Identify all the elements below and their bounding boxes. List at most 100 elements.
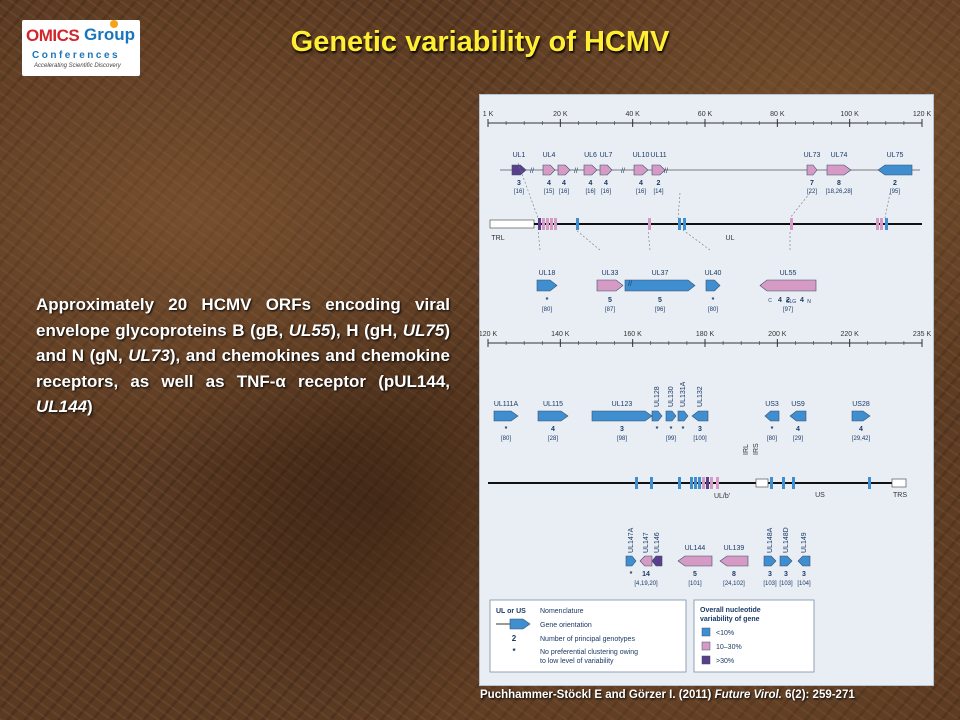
ul55-sub: C: [768, 298, 772, 304]
lower-gene-arrow: [493, 410, 519, 422]
bottom-axis-tick-label: 235 K: [913, 331, 932, 338]
lower-gene-count: 4: [796, 426, 800, 433]
bottom-gene-name: UL149: [801, 532, 808, 553]
lower-gene-name: UL115: [543, 401, 563, 408]
ul55-sub: N: [807, 299, 811, 305]
top-gene-arrow: [583, 164, 598, 176]
bottom-gene-name: UL144: [685, 545, 706, 552]
lower-gene-arrow: [764, 410, 780, 422]
top-gene-arrow: [633, 164, 649, 176]
legend-star-term: *: [512, 647, 516, 656]
mid-gene-name: UL37: [652, 270, 669, 277]
top-gene-arrow: [557, 164, 571, 176]
connector-line: [575, 229, 601, 251]
lower-gene-refs: [80]: [501, 436, 511, 442]
lower-gene-refs: [28]: [548, 436, 558, 442]
mid-gene-name: UL40: [705, 270, 722, 277]
top-gene-refs: [22]: [807, 189, 817, 195]
bottom-gene-arrow: [719, 555, 749, 567]
legend-swatch: [701, 641, 711, 651]
connector-line: [789, 192, 811, 219]
legend-genotype-term: 2: [512, 634, 517, 643]
bottom-gene-arrow: [763, 555, 777, 567]
mid-gene-arrow: [536, 279, 558, 292]
genome-diagram: 1 K 20 K 40 K 60 K 80 K 100 K 120 KUL13[16]UL4…: [480, 111, 932, 673]
genome-marker: [542, 218, 545, 230]
bottom-axis-tick-label: 160 K: [624, 331, 643, 338]
ul-b-label: UL/b': [714, 493, 730, 500]
lower-gene-name: UL132: [697, 386, 704, 407]
bottom-gene-count: 3: [802, 571, 806, 578]
connector-line: [884, 192, 891, 219]
top-gene-arrow: [511, 164, 527, 176]
mid-gene-refs: [87]: [605, 307, 615, 313]
ul55-sub: CLG: [786, 299, 796, 305]
bottom-gene-refs: [4,19,20]: [634, 581, 658, 587]
body-text-part: ) and N (gN,: [36, 320, 450, 366]
bottom-gene-count: 8: [732, 571, 736, 578]
lower-gene-arrow: [691, 410, 709, 422]
top-gene-arrow: [651, 164, 666, 176]
genome-marker: [770, 477, 773, 489]
bottom-gene-arrow: [677, 555, 713, 567]
legend-left-box: [489, 599, 687, 673]
mid-gene-refs: [96]: [655, 307, 665, 313]
legend-variability-title: variability of gene: [700, 616, 760, 623]
body-text-gene: UL75: [402, 320, 445, 340]
bottom-gene-arrow: [651, 555, 663, 567]
top-gene-arrow: [542, 164, 556, 176]
body-text-gene: UL144: [36, 397, 88, 416]
mid-gene-arrow: [596, 279, 624, 292]
bottom-gene-arrow: [625, 555, 637, 567]
top-gene-count: 8: [837, 180, 841, 187]
top-axis-tick-label: 100 K: [841, 111, 860, 118]
top-gene-count: 3: [517, 180, 521, 187]
top-gene-count: 2: [893, 180, 897, 187]
genome-marker: [678, 218, 681, 230]
lower-gene-count: *: [670, 426, 673, 433]
lower-gene-name: UL111A: [494, 401, 519, 408]
bottom-gene-refs: [101]: [688, 581, 702, 587]
connector-line: [517, 162, 539, 219]
bottom-gene-refs: [103]: [779, 581, 793, 587]
bottom-axis-tick-label: 200 K: [768, 331, 787, 338]
legend-nomenclature-term: UL or US: [496, 608, 526, 615]
lower-gene-refs: [80]: [767, 436, 777, 442]
slide-title: Genetic variability of HCMV: [290, 26, 670, 58]
lower-gene-arrow: [789, 410, 807, 422]
mid-gene-arrow: [624, 279, 696, 292]
top-gene-refs: [16]: [559, 189, 569, 195]
lower-gene-name: UL131A: [680, 381, 687, 407]
mid-gene-name: UL33: [602, 270, 619, 277]
lower-gene-name: US28: [852, 401, 870, 408]
mid-gene-refs: [80]: [542, 307, 552, 313]
logo-brand-a: OMICS: [26, 26, 80, 45]
genome-marker: [790, 218, 793, 230]
lower-gene-name: US9: [791, 401, 805, 408]
genome-marker: [706, 477, 709, 489]
top-gene-refs: [18,26,28]: [826, 189, 853, 195]
bottom-axis-tick-label: 140 K: [551, 331, 570, 338]
genome-marker: [678, 477, 681, 489]
top-axis-tick-label: 80 K: [770, 111, 785, 118]
top-axis-tick-label: 40 K: [625, 111, 640, 118]
top-gene-count: 7: [810, 180, 814, 187]
top-gene-refs: [16]: [514, 189, 524, 195]
legend-star-desc: No preferential clustering owing: [540, 649, 638, 656]
genome-marker: [710, 477, 713, 489]
top-gene-count: 4: [562, 180, 566, 187]
track-break: //: [664, 168, 668, 175]
legend-genotype-desc: Number of principal genotypes: [540, 636, 635, 643]
track-break: //: [621, 168, 625, 175]
slide-body-text: Approximately 20 HCMV ORFs encoding vira…: [36, 292, 450, 420]
lower-gene-count: *: [505, 426, 508, 433]
top-gene-refs: [95]: [890, 189, 900, 195]
top-axis-tick-label: 1 K: [483, 111, 494, 118]
legend-nomenclature-desc: Nomenclature: [540, 608, 584, 615]
top-gene-name: UL11: [650, 152, 666, 159]
irs-label: IRS: [753, 443, 760, 455]
bottom-gene-arrow: [779, 555, 793, 567]
lower-gene-arrow: [677, 410, 689, 422]
genome-marker: [885, 218, 888, 230]
lower-gene-arrow: [651, 410, 663, 422]
